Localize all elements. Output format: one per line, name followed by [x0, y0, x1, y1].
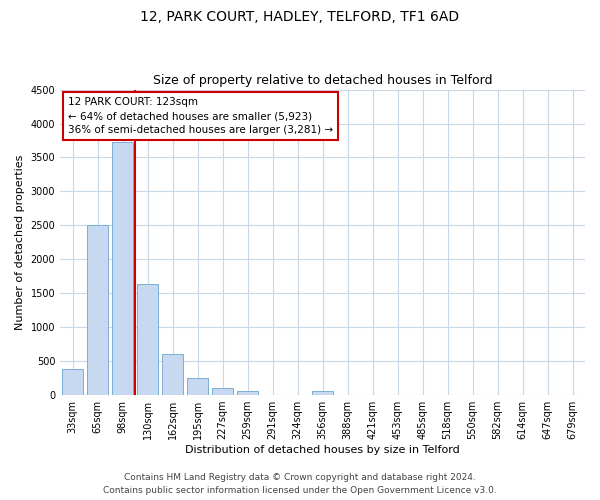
Text: Contains HM Land Registry data © Crown copyright and database right 2024.
Contai: Contains HM Land Registry data © Crown c…: [103, 474, 497, 495]
Bar: [312, 392, 333, 395]
Bar: [87, 226, 108, 395]
Text: 12 PARK COURT: 123sqm
← 64% of detached houses are smaller (5,923)
36% of semi-d: 12 PARK COURT: 123sqm ← 64% of detached …: [68, 97, 333, 135]
Bar: [212, 388, 233, 395]
Bar: [162, 354, 183, 395]
Bar: [137, 284, 158, 395]
Bar: [112, 142, 133, 395]
Title: Size of property relative to detached houses in Telford: Size of property relative to detached ho…: [153, 74, 493, 87]
Bar: [187, 378, 208, 395]
X-axis label: Distribution of detached houses by size in Telford: Distribution of detached houses by size …: [185, 445, 460, 455]
Y-axis label: Number of detached properties: Number of detached properties: [15, 154, 25, 330]
Text: 12, PARK COURT, HADLEY, TELFORD, TF1 6AD: 12, PARK COURT, HADLEY, TELFORD, TF1 6AD: [140, 10, 460, 24]
Bar: [62, 368, 83, 395]
Bar: [237, 391, 258, 395]
